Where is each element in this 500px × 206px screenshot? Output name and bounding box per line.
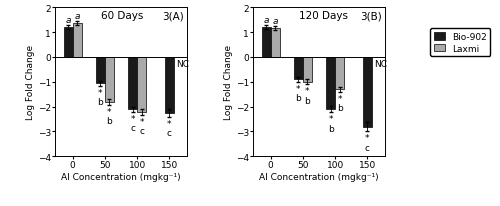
- Text: *
c: * c: [167, 119, 172, 138]
- Text: NC: NC: [374, 60, 388, 69]
- Text: *
b: * b: [296, 84, 302, 103]
- Text: a: a: [66, 16, 71, 25]
- Bar: [96, 58, 105, 84]
- Text: 60 Days: 60 Days: [101, 11, 144, 21]
- X-axis label: Al Concentration (mgkg⁻¹): Al Concentration (mgkg⁻¹): [61, 172, 181, 181]
- Y-axis label: Log Fold Change: Log Fold Change: [224, 45, 233, 120]
- Text: a: a: [264, 16, 269, 25]
- Text: 3(B): 3(B): [360, 11, 382, 21]
- Text: a: a: [74, 12, 80, 21]
- Text: *
b: * b: [106, 107, 112, 126]
- Bar: [105, 58, 114, 102]
- Text: *
c: * c: [130, 114, 135, 133]
- Text: *
b: * b: [304, 87, 310, 105]
- Text: *
c: * c: [139, 117, 144, 136]
- Bar: [128, 58, 137, 110]
- Text: a: a: [272, 17, 278, 26]
- Bar: [326, 58, 335, 110]
- Text: *
b: * b: [336, 94, 342, 113]
- Text: NC: NC: [176, 60, 190, 69]
- Legend: Bio-902, Laxmi: Bio-902, Laxmi: [430, 29, 490, 57]
- Bar: [363, 58, 372, 127]
- Bar: [64, 28, 72, 58]
- Bar: [137, 58, 146, 112]
- Bar: [262, 28, 270, 58]
- Bar: [72, 24, 82, 58]
- Bar: [335, 58, 344, 90]
- Bar: [303, 58, 312, 82]
- Bar: [165, 58, 174, 113]
- Text: *
b: * b: [328, 115, 334, 133]
- Bar: [294, 58, 303, 80]
- Bar: [270, 29, 280, 58]
- Text: *
b: * b: [98, 88, 103, 107]
- X-axis label: Al Concentration (mgkg⁻¹): Al Concentration (mgkg⁻¹): [259, 172, 379, 181]
- Y-axis label: Log Fold Change: Log Fold Change: [26, 45, 35, 120]
- Text: *
c: * c: [365, 133, 370, 152]
- Text: 120 Days: 120 Days: [299, 11, 348, 21]
- Text: 3(A): 3(A): [162, 11, 184, 21]
